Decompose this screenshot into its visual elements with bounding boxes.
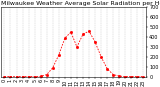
Text: Milwaukee Weather Average Solar Radiation per Hour W/m2 (Last 24 Hours): Milwaukee Weather Average Solar Radiatio… — [1, 1, 160, 6]
